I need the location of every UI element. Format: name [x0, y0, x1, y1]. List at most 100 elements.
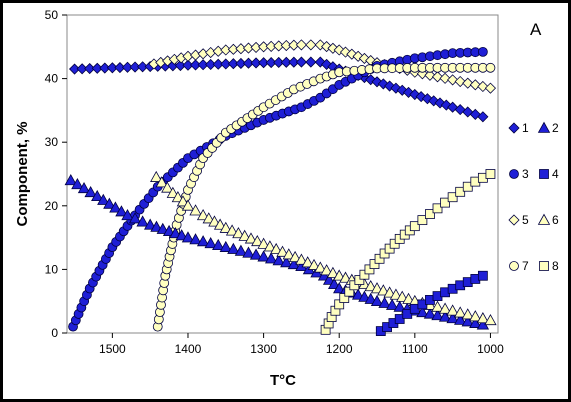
legend-entry-1: 1 — [508, 121, 529, 135]
legend-label-8: 8 — [552, 259, 559, 273]
series-1-point — [99, 62, 111, 74]
legend-label-4: 4 — [552, 167, 559, 181]
series-2-point — [385, 298, 399, 310]
series-1-point — [174, 59, 186, 72]
series-5-point — [469, 79, 481, 91]
series-8-point — [485, 169, 496, 179]
series-6-point — [213, 218, 227, 230]
legend-marker-6 — [537, 213, 551, 225]
series-6-point — [326, 266, 340, 278]
series-2-point — [156, 222, 169, 234]
series-2-point — [77, 181, 91, 194]
series-2-point — [91, 189, 104, 202]
panel-label: A — [530, 20, 542, 39]
series-2-point — [227, 242, 240, 254]
series-2-point — [446, 312, 459, 324]
series-2-point — [454, 313, 467, 325]
legend-entry-8: 8 — [539, 259, 559, 273]
legend-label-3: 3 — [522, 167, 529, 181]
series-1-point — [106, 62, 118, 74]
legend-marker-8 — [539, 261, 549, 271]
x-ticks: 1500 1400 1300 1200 1100 1000 — [99, 333, 504, 356]
series-2-point — [162, 224, 176, 237]
series-2-point — [196, 235, 210, 247]
series-8-point — [374, 253, 385, 264]
series-6-point — [176, 195, 190, 207]
series-2-point — [257, 250, 270, 262]
series-1-point — [288, 56, 300, 68]
series-6-point — [196, 209, 210, 221]
series-6-point — [161, 181, 174, 193]
series-6-point — [364, 280, 377, 292]
series-6-point — [171, 190, 185, 203]
series-2-point — [103, 197, 116, 209]
series-1-point — [197, 59, 209, 71]
series-2-point — [364, 292, 377, 304]
series-2-point — [327, 277, 341, 290]
series-1-point — [129, 61, 141, 73]
legend-entry-2: 2 — [537, 121, 559, 135]
series-2-point — [143, 218, 157, 230]
legend-entry-5: 5 — [508, 213, 529, 227]
series-6-point — [219, 221, 232, 233]
series-8-point — [417, 215, 428, 226]
series-2-point — [393, 300, 406, 312]
series-6-point — [333, 269, 346, 281]
series-2-point — [115, 205, 128, 217]
y-tick-label: 10 — [45, 262, 59, 276]
series-6-point — [320, 264, 333, 276]
series-1-point — [321, 58, 333, 70]
series-6-point — [402, 292, 415, 304]
series-6-point — [295, 253, 308, 265]
series-8-point — [447, 192, 458, 203]
series-6-point — [251, 234, 264, 247]
series-2-point — [242, 246, 255, 258]
series-2-point — [64, 174, 77, 186]
series-4-point — [402, 309, 413, 319]
series-2-point — [423, 307, 437, 319]
series-2-point — [169, 227, 182, 239]
series-6-point — [431, 300, 444, 312]
series-5-point — [305, 39, 317, 51]
series-7-point — [485, 62, 496, 73]
series-8-point — [354, 275, 365, 285]
series-6-point — [263, 240, 277, 252]
series-6-point — [484, 313, 497, 326]
series-2-point — [150, 220, 163, 232]
legend-marker-3 — [509, 169, 519, 179]
series-1-point — [182, 59, 194, 71]
legend: 1 2 3 4 5 6 7 8 — [508, 121, 559, 273]
y-tick-label: 50 — [45, 8, 59, 22]
series-6-point — [282, 248, 295, 260]
series-1-point — [121, 61, 134, 73]
series-5-point — [288, 39, 300, 51]
series-8-point — [339, 293, 350, 303]
series-2-point — [121, 209, 134, 221]
legend-label-1: 1 — [522, 121, 529, 135]
series-4 — [375, 270, 488, 336]
legend-entry-4: 4 — [539, 167, 559, 181]
chart-frame: 1500 1400 1300 1200 1100 1000 0 10 20 30 40 50 1 2 3… — [3, 3, 568, 399]
series-1-point — [114, 61, 126, 74]
series-1-point — [227, 58, 239, 70]
series-6-point — [166, 186, 180, 198]
series-1-point — [235, 57, 247, 70]
series-2-point — [212, 238, 225, 251]
series-5-point — [431, 71, 444, 83]
series-8-point — [334, 299, 345, 310]
series-2-point — [189, 233, 202, 245]
series-6-point — [225, 224, 239, 236]
series-6-point — [438, 302, 452, 314]
series-1-point — [220, 58, 232, 70]
series-6-point — [301, 256, 314, 268]
series-5-point — [477, 80, 489, 93]
series-8-point — [409, 221, 420, 232]
series-1-point — [68, 63, 81, 75]
y-tick-label: 20 — [45, 199, 59, 213]
series-6-point — [454, 306, 467, 318]
series-2-point — [264, 252, 278, 264]
series-6-point — [396, 290, 409, 302]
series-6-point — [155, 176, 168, 188]
series-1-point — [265, 57, 277, 69]
series-1-point — [250, 57, 262, 69]
